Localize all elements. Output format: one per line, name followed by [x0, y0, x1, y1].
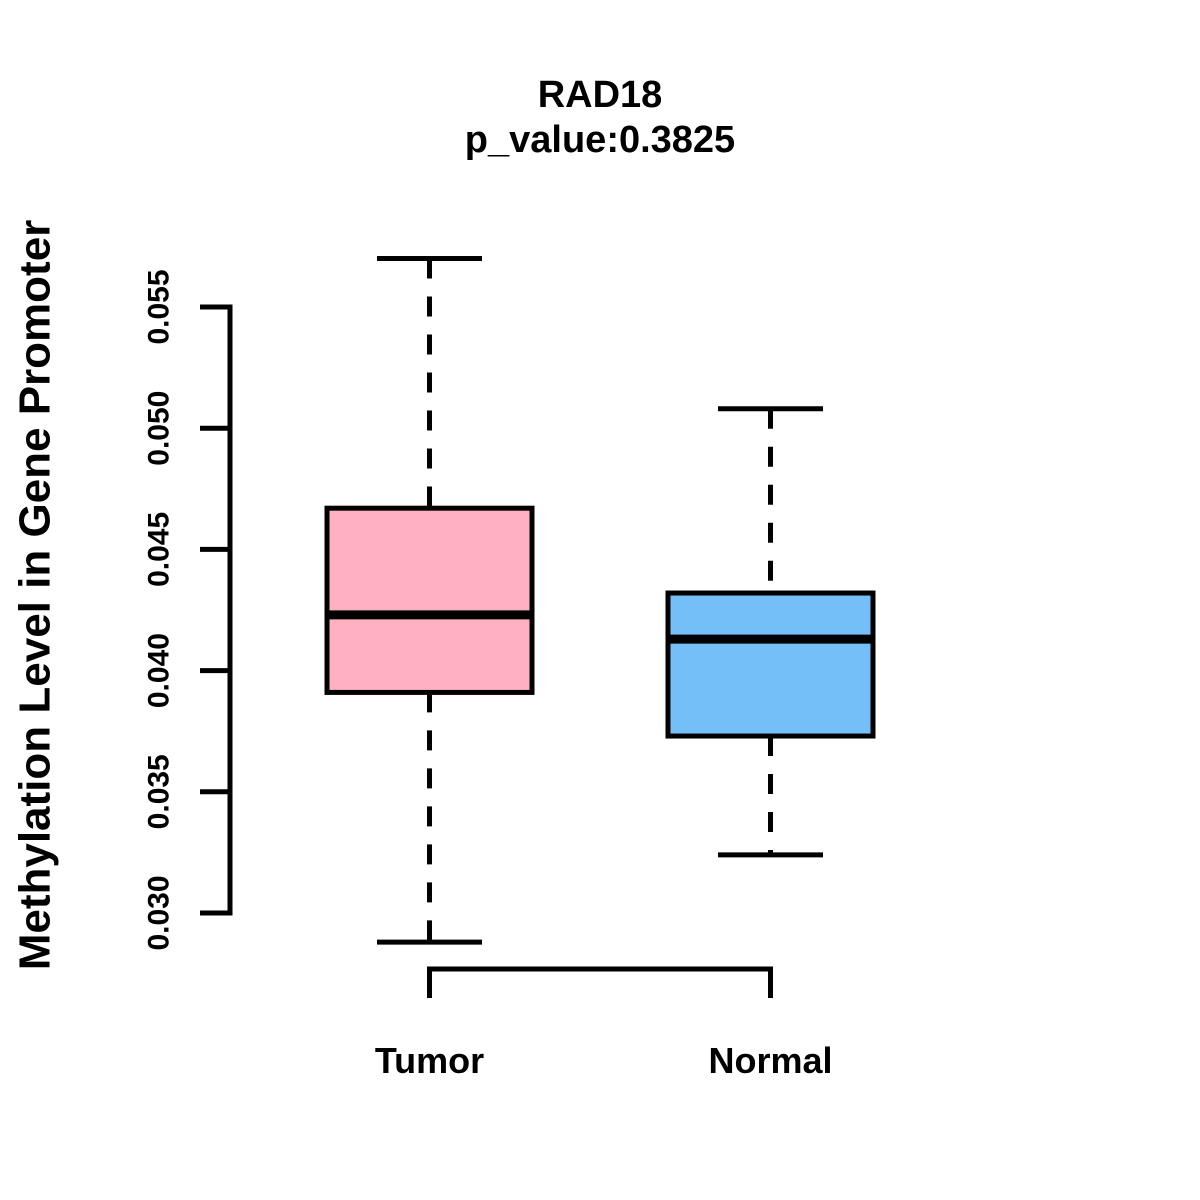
- y-tick-label: 0.030: [143, 875, 176, 950]
- box-normal: [665, 406, 876, 858]
- x-category-label-normal: Normal: [708, 1040, 832, 1081]
- y-tick-label: 0.045: [143, 512, 176, 587]
- y-axis: 0.030 0.035 0.040 0.045 0.050 0.055: [143, 269, 233, 951]
- y-tick-label: 0.035: [143, 754, 176, 829]
- x-axis-bracket-line: [427, 966, 773, 998]
- y-tick-label: 0.055: [143, 269, 176, 344]
- iqr-box: [665, 590, 876, 739]
- iqr-box: [324, 505, 535, 695]
- y-tick-label: 0.040: [143, 633, 176, 708]
- box-tumor: [324, 256, 535, 945]
- y-tick-label: 0.050: [143, 391, 176, 466]
- box-series: [324, 256, 876, 945]
- x-axis-bracket: [427, 966, 773, 998]
- chart-subtitle: p_value:0.3825: [465, 119, 735, 161]
- x-category-labels: Tumor Normal: [375, 1040, 833, 1081]
- x-category-label-tumor: Tumor: [375, 1040, 484, 1081]
- chart-title: RAD18: [538, 74, 663, 116]
- y-axis-title: Methylation Level in Gene Promoter: [10, 220, 59, 971]
